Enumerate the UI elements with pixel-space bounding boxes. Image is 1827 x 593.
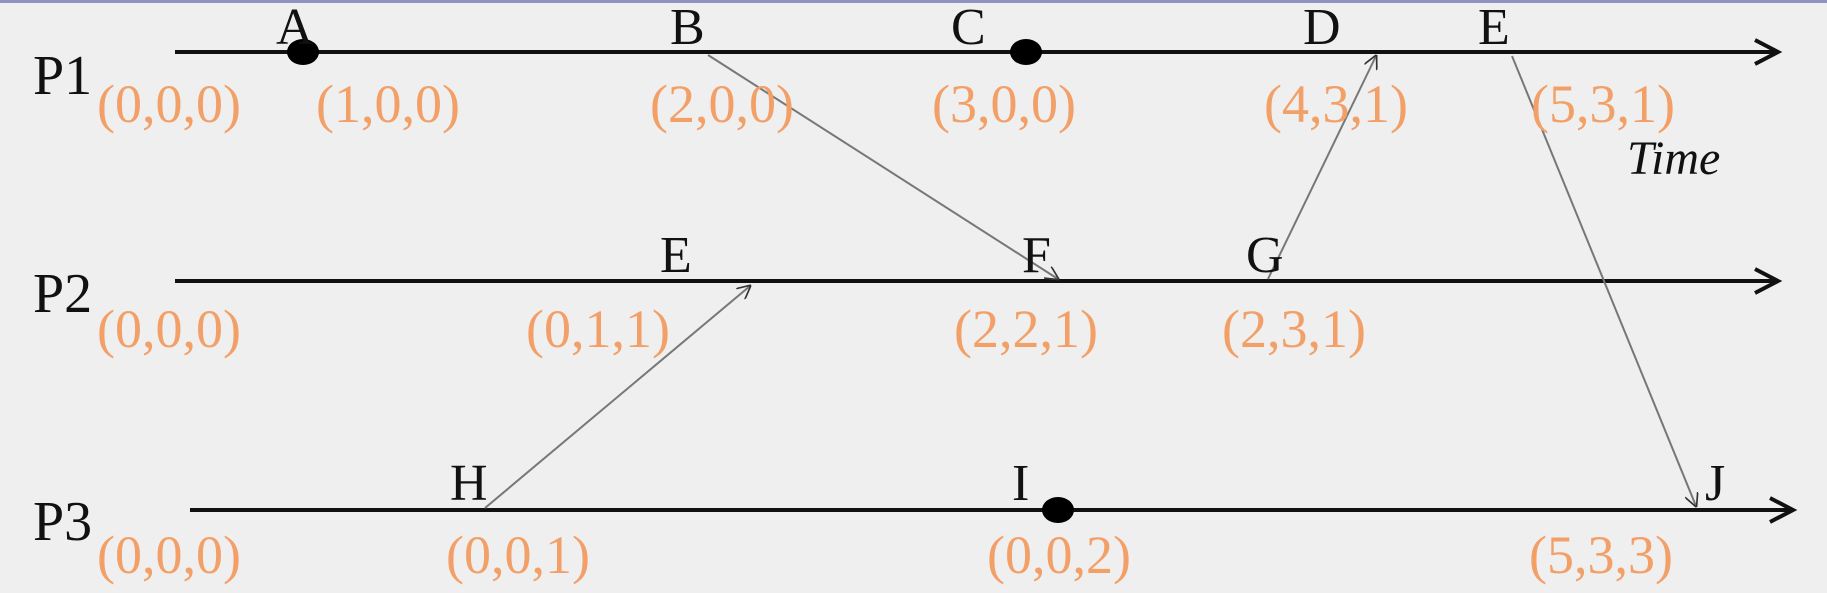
- vector-clock-d: (4,3,1): [1264, 74, 1408, 134]
- message-g-to-d: [1267, 56, 1376, 280]
- top-border: [0, 0, 1827, 3]
- event-a-dot: [287, 39, 319, 65]
- process-label-p2: P2: [33, 263, 93, 325]
- event-label-e-p1: E: [1478, 0, 1510, 56]
- p3-timeline-arrowhead: [1769, 496, 1798, 524]
- event-label-a: A: [276, 0, 314, 56]
- vector-clock-p3-initial: (0,0,0): [97, 525, 241, 585]
- p1-timeline-arrowhead: [1754, 38, 1783, 66]
- event-label-d: D: [1303, 0, 1341, 56]
- p2-timeline-arrowhead: [1754, 267, 1783, 295]
- event-label-g: G: [1246, 227, 1284, 284]
- time-label: Time: [1627, 132, 1721, 185]
- message-e-to-j: [1511, 55, 1696, 506]
- vector-clock-a: (1,0,0): [316, 74, 460, 134]
- process-label-p1: P1: [33, 45, 93, 107]
- vector-clock-f: (2,2,1): [954, 299, 1098, 359]
- event-label-h: H: [450, 455, 488, 512]
- vector-clock-c: (3,0,0): [932, 74, 1076, 134]
- vector-clock-j: (5,3,3): [1529, 525, 1673, 585]
- event-label-f: F: [1022, 227, 1051, 284]
- vector-clock-p2-initial: (0,0,0): [97, 299, 241, 359]
- process-label-p3: P3: [33, 491, 93, 553]
- event-i-dot: [1042, 497, 1074, 523]
- vector-clock-b: (2,0,0): [650, 74, 794, 134]
- message-h-to-e: [484, 286, 750, 509]
- vector-clock-i: (0,0,2): [987, 525, 1131, 585]
- vector-clock-h: (0,0,1): [446, 525, 590, 585]
- event-label-j: J: [1705, 455, 1726, 512]
- vector-clock-e-p1: (5,3,1): [1531, 74, 1675, 134]
- event-label-e-p2: E: [660, 227, 692, 284]
- event-label-b: B: [670, 0, 705, 56]
- event-label-i: I: [1012, 455, 1030, 512]
- event-c-dot: [1010, 39, 1042, 65]
- vector-clock-g: (2,3,1): [1222, 299, 1366, 359]
- vector-clock-e-p2: (0,1,1): [526, 299, 670, 359]
- event-label-c: C: [951, 0, 986, 56]
- message-b-to-f: [707, 54, 1058, 279]
- vector-clock-p1-initial: (0,0,0): [97, 74, 241, 134]
